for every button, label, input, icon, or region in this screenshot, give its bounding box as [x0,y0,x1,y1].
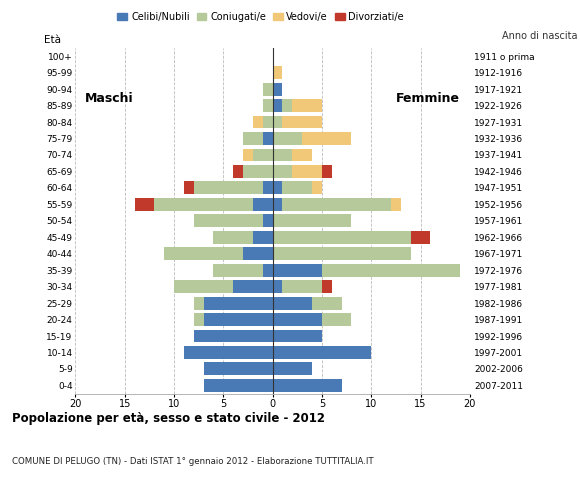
Bar [411,231,430,244]
Bar [282,116,322,129]
Bar [273,116,282,129]
Bar [273,198,282,211]
Bar [174,280,233,293]
Bar [243,148,253,161]
Bar [204,297,273,310]
Bar [233,165,243,178]
Bar [204,362,273,375]
Bar [154,198,253,211]
Bar [273,297,312,310]
Bar [263,116,273,129]
Bar [273,362,312,375]
Bar [253,116,263,129]
Bar [273,148,292,161]
Bar [273,83,282,96]
Bar [233,280,273,293]
Bar [273,231,411,244]
Bar [194,330,273,342]
Bar [204,313,273,326]
Bar [273,215,351,227]
Bar [273,346,371,359]
Bar [194,313,204,326]
Text: Anno di nascita: Anno di nascita [502,31,577,41]
Bar [263,181,273,194]
Legend: Celibi/Nubili, Coniugati/e, Vedovi/e, Divorziati/e: Celibi/Nubili, Coniugati/e, Vedovi/e, Di… [114,8,408,26]
Text: Età: Età [44,35,61,45]
Bar [243,165,273,178]
Bar [292,148,312,161]
Text: Femmine: Femmine [396,92,460,105]
Bar [263,264,273,276]
Bar [273,379,342,392]
Bar [312,181,322,194]
Bar [273,264,322,276]
Bar [213,231,253,244]
Bar [253,148,273,161]
Bar [292,99,322,112]
Bar [194,215,263,227]
Bar [213,264,263,276]
Bar [322,264,460,276]
Bar [243,132,263,145]
Bar [273,313,322,326]
Bar [164,247,243,260]
Bar [391,198,401,211]
Bar [273,165,292,178]
Bar [273,280,282,293]
Bar [263,215,273,227]
Bar [273,132,302,145]
Bar [135,198,154,211]
Bar [273,330,322,342]
Text: Maschi: Maschi [85,92,134,105]
Bar [273,247,411,260]
Bar [204,379,273,392]
Bar [194,297,204,310]
Bar [253,231,273,244]
Bar [292,165,322,178]
Bar [263,132,273,145]
Bar [282,198,391,211]
Bar [184,181,194,194]
Bar [184,346,273,359]
Bar [263,99,273,112]
Bar [282,181,312,194]
Bar [282,99,292,112]
Text: COMUNE DI PELUGO (TN) - Dati ISTAT 1° gennaio 2012 - Elaborazione TUTTITALIA.IT: COMUNE DI PELUGO (TN) - Dati ISTAT 1° ge… [12,456,373,466]
Text: Popolazione per età, sesso e stato civile - 2012: Popolazione per età, sesso e stato civil… [12,412,325,425]
Bar [322,313,351,326]
Bar [282,280,322,293]
Bar [302,132,351,145]
Bar [253,198,273,211]
Bar [312,297,342,310]
Bar [194,181,263,194]
Bar [263,83,273,96]
Bar [273,99,282,112]
Bar [322,165,332,178]
Bar [273,66,282,79]
Bar [322,280,332,293]
Bar [243,247,273,260]
Bar [273,181,282,194]
